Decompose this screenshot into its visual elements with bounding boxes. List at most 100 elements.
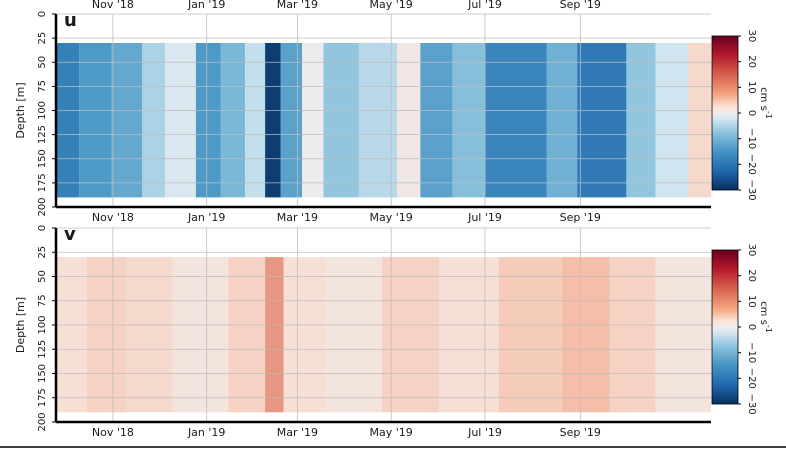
data-band (265, 43, 281, 198)
data-band (438, 257, 499, 413)
data-band (142, 43, 166, 198)
y-tick-label: 75 (37, 80, 48, 93)
data-band (546, 43, 578, 198)
colorbar-tick-label: 0 (746, 110, 757, 116)
data-band (165, 43, 196, 198)
x-tick-label: Sep '19 (560, 426, 601, 439)
y-tick-label: 25 (37, 246, 48, 259)
panel-v: Nov '18 Jan '19 Mar '19 May '19 Jul '19 Sep '… (14, 224, 773, 439)
data-band (323, 43, 359, 198)
y-tick-label: 175 (37, 388, 48, 407)
x-tick-label: Jan '19 (187, 211, 225, 224)
x-tick-label-top: May '19 (370, 0, 413, 11)
x-tick-label: May '19 (370, 426, 413, 439)
colorbar-tick-label: 10 (746, 295, 757, 308)
data-band (382, 257, 439, 413)
x-tick-label-top: Nov '18 (92, 0, 134, 11)
colorbar-tick-label: −20 (746, 154, 757, 175)
x-tick-label: Nov '18 (92, 426, 134, 439)
data-band (245, 43, 266, 198)
colorbar (711, 249, 739, 405)
x-tick-label: May '19 (370, 211, 413, 224)
y-tick-label: 200 (37, 412, 48, 431)
data-band (228, 257, 266, 413)
colorbar-label-unit: cm s (758, 301, 769, 325)
data-band (485, 43, 547, 198)
data-band (111, 43, 143, 198)
y-tick-label: 25 (37, 32, 48, 45)
colorbar-tick-label: 10 (746, 81, 757, 94)
y-tick-label: 50 (37, 56, 48, 69)
x-tick-label-top: Mar '19 (277, 0, 318, 11)
y-tick-label: 50 (37, 270, 48, 283)
colorbar-tick-label: 30 (746, 30, 757, 43)
colorbar-tick-label: −20 (746, 368, 757, 389)
y-tick-label: 0 (37, 11, 48, 17)
y-tick-label: 200 (37, 197, 48, 216)
colorbar-tick-label: 0 (746, 324, 757, 330)
data-band (86, 257, 127, 413)
x-tick-label-top: Sep '19 (560, 0, 601, 11)
data-band (420, 43, 453, 198)
colorbar-tick-label: −10 (746, 342, 757, 363)
x-tick-label: Sep '19 (560, 211, 601, 224)
colorbar-tick-label: 20 (746, 269, 757, 282)
panel-label: u (64, 10, 77, 31)
y-tick-label: 150 (37, 149, 48, 168)
x-tick-label-top: Jan '19 (187, 0, 225, 11)
data-band (195, 43, 221, 198)
y-tick-label: 150 (37, 364, 48, 383)
data-band (609, 257, 656, 413)
data-band (126, 257, 173, 413)
panel-label: v (64, 224, 76, 245)
colorbar-label: cm s-1 (758, 87, 773, 119)
y-tick-label: 100 (37, 315, 48, 334)
y-tick-label: 0 (37, 225, 48, 231)
data-band (220, 43, 246, 198)
y-tick-label: 175 (37, 173, 48, 192)
y-axis-label: Depth [m] (14, 82, 27, 138)
colorbar-tick-label: −10 (746, 128, 757, 149)
x-tick-label: Jul '19 (467, 426, 502, 439)
colorbar-tick-label: 20 (746, 55, 757, 68)
colorbar (711, 35, 739, 191)
colorbar-label: cm s-1 (758, 301, 773, 333)
data-band (626, 43, 656, 198)
y-tick-label: 125 (37, 340, 48, 359)
data-band (280, 43, 302, 198)
data-band (397, 43, 421, 198)
data-band (561, 257, 610, 413)
data-band (302, 43, 324, 198)
colorbar-label-superscript: -1 (764, 325, 773, 333)
y-axis-label: Depth [m] (14, 297, 27, 353)
data-band (283, 257, 327, 413)
panel-u: Nov '18 Nov '18 Jan '19 Jan '19 Mar '19 Mar '… (14, 0, 773, 224)
x-tick-label: Mar '19 (277, 426, 318, 439)
x-tick-label: Mar '19 (277, 211, 318, 224)
data-band (79, 43, 112, 198)
x-tick-label: Jul '19 (467, 211, 502, 224)
x-tick-label: Jan '19 (187, 426, 225, 439)
data-band (172, 257, 229, 413)
colorbar-label-superscript: -1 (764, 111, 773, 119)
data-band (56, 43, 80, 198)
data-band (265, 257, 284, 413)
colorbar-tick-label: −30 (746, 393, 757, 414)
data-band (577, 43, 627, 198)
x-tick-label-top: Jul '19 (467, 0, 502, 11)
x-tick-label: Nov '18 (92, 211, 134, 224)
data-band (326, 257, 382, 413)
colorbar-tick-label: 30 (746, 244, 757, 257)
colorbar-label-unit: cm s (758, 87, 769, 111)
data-band (687, 43, 711, 198)
data-band (655, 257, 711, 413)
data-band (655, 43, 688, 198)
colorbar-tick-label: −30 (746, 179, 757, 200)
y-tick-label: 75 (37, 294, 48, 307)
data-band (56, 257, 87, 413)
data-band (498, 257, 562, 413)
y-tick-label: 125 (37, 125, 48, 144)
y-tick-label: 100 (37, 101, 48, 120)
data-band (452, 43, 485, 198)
